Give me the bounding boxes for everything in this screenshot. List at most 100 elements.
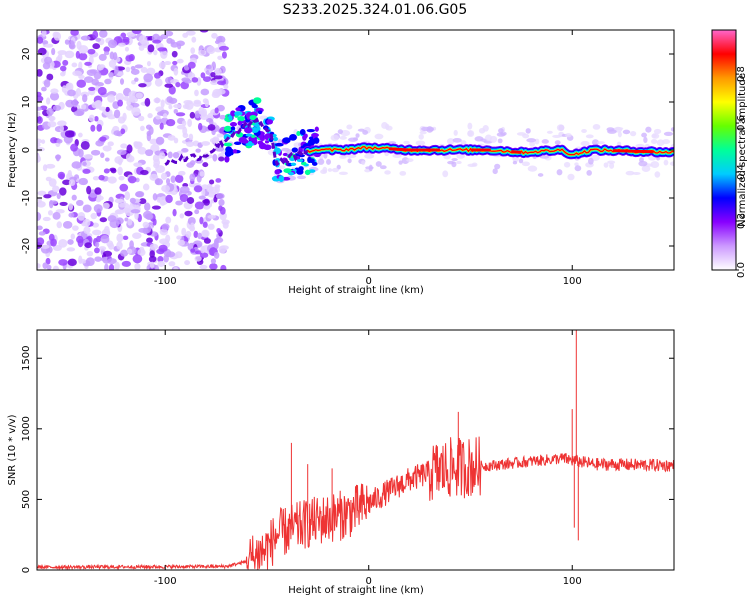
noise-blob: [193, 185, 203, 193]
noise-blob: [82, 204, 92, 213]
halo-blob: [362, 130, 369, 135]
colorbar-tick-label: 0.4: [736, 164, 747, 180]
noise-blob: [190, 222, 195, 231]
x-tick-label: 0: [366, 576, 372, 587]
noise-blob: [187, 118, 192, 128]
noise-blob: [59, 187, 67, 196]
noise-blob: [165, 194, 173, 204]
colorbar-label: Normalized spectral amplitude: [737, 73, 748, 227]
noise-blob: [218, 199, 225, 206]
noise-blob: [91, 222, 99, 228]
noise-blob: [170, 175, 176, 183]
noise-blob: [97, 64, 104, 71]
noise-blob: [215, 178, 222, 183]
noise-blob: [46, 264, 52, 270]
noise-blob: [197, 232, 202, 240]
noise-blob: [82, 94, 88, 103]
signal-blob: [288, 172, 294, 176]
noise-blob: [140, 169, 149, 176]
noise-blob: [57, 50, 67, 56]
noise-blob: [76, 79, 87, 88]
halo-blob: [419, 131, 427, 135]
noise-blob: [103, 168, 110, 174]
noise-blob: [86, 251, 94, 257]
early-ridge: [164, 117, 309, 167]
noise-blob: [146, 237, 153, 244]
noise-blob: [175, 251, 183, 259]
halo-blob: [556, 169, 563, 176]
halo-blob: [609, 162, 615, 169]
halo-blob: [327, 168, 333, 172]
noise-blob: [78, 148, 84, 158]
noise-blob: [62, 220, 73, 229]
noise-blob: [95, 241, 100, 248]
noise-blob: [37, 237, 45, 246]
noise-blob: [49, 92, 60, 101]
noise-blob: [155, 115, 161, 120]
noise-blob: [104, 225, 110, 235]
halo-blob: [415, 140, 426, 146]
halo-blob: [617, 141, 622, 146]
colorbar-tick-label: 0.0: [736, 262, 747, 278]
noise-blob: [190, 248, 196, 253]
halo-blob: [525, 128, 531, 134]
noise-blob: [157, 260, 166, 267]
halo-blob: [451, 158, 458, 162]
noise-blob: [70, 30, 79, 36]
noise-blob: [153, 264, 160, 270]
noise-blob: [206, 185, 214, 193]
noise-blob: [88, 86, 96, 91]
noise-blob: [107, 176, 117, 184]
noise-blob: [98, 246, 107, 251]
noise-blob: [198, 49, 207, 56]
noise-blob: [127, 218, 133, 226]
noise-blob: [157, 47, 167, 52]
noise-blob: [37, 68, 43, 77]
signal-blob: [291, 147, 298, 153]
signal-blob: [311, 161, 318, 166]
noise-blob: [126, 144, 133, 154]
noise-blob: [210, 258, 217, 265]
noise-blob: [131, 30, 142, 35]
noise-blob: [117, 42, 126, 47]
ridge-peak: [612, 149, 654, 154]
halo-blob: [364, 168, 371, 173]
ridge-peak: [388, 147, 440, 152]
noise-blob: [95, 99, 103, 108]
noise-blob: [182, 103, 190, 109]
snr-y-label: SNR (10 * v/v): [7, 414, 18, 485]
signal-blob: [264, 140, 270, 144]
noise-blob: [44, 56, 53, 65]
noise-blob: [218, 245, 227, 254]
noise-blob: [45, 257, 51, 265]
halo-blob: [606, 127, 615, 132]
noise-blob: [103, 46, 110, 53]
halo-blob: [574, 162, 579, 167]
y-tick-label: -10: [21, 190, 32, 206]
signal-blob: [234, 111, 243, 116]
noise-blob: [134, 77, 139, 82]
noise-blob: [80, 140, 90, 150]
noise-blob: [95, 37, 101, 42]
halo-blob: [326, 158, 332, 165]
noise-blob: [68, 40, 75, 49]
noise-blob: [206, 46, 216, 55]
halo-blob: [384, 170, 391, 175]
noise-blob: [199, 216, 204, 225]
noise-blob: [103, 51, 110, 56]
halo-blob: [567, 173, 575, 181]
noise-blob: [129, 197, 136, 204]
noise-blob: [187, 216, 196, 226]
noise-blob: [97, 86, 107, 96]
noise-blob: [95, 140, 104, 147]
noise-blob: [126, 248, 133, 254]
y-tick-label: 0: [21, 147, 32, 153]
noise-blob: [43, 79, 51, 88]
noise-blob: [52, 211, 61, 220]
noise-blob: [93, 204, 103, 213]
noise-blob: [202, 230, 209, 238]
noise-blob: [67, 239, 74, 245]
halo-blob: [330, 134, 340, 141]
noise-blob: [153, 50, 158, 56]
noise-blob: [121, 260, 131, 267]
